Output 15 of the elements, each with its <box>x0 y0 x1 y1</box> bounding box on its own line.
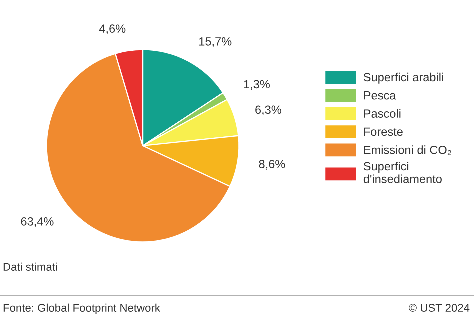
legend-label: Foreste <box>364 128 403 136</box>
legend-label: Pesca <box>364 92 396 100</box>
legend-label: Superfici d'insediamento <box>364 162 442 184</box>
legend-label: Pascoli <box>364 109 401 118</box>
data-label: 15,7% <box>200 38 232 48</box>
data-label: 63,4% <box>21 218 54 228</box>
data-label: 1,3% <box>244 80 270 90</box>
data-label: 4,6% <box>99 24 126 34</box>
legend-label: Emissioni di CO₂ <box>364 146 452 156</box>
text: © UST 2024 <box>409 304 470 312</box>
source-note: Fonte: Global Footprint Network <box>4 304 160 314</box>
data-label: 8,6% <box>259 160 286 170</box>
text: Dati stimati <box>4 262 58 271</box>
data-label: 6,3% <box>256 106 282 116</box>
legend-label: Superfici arabili <box>364 72 444 84</box>
